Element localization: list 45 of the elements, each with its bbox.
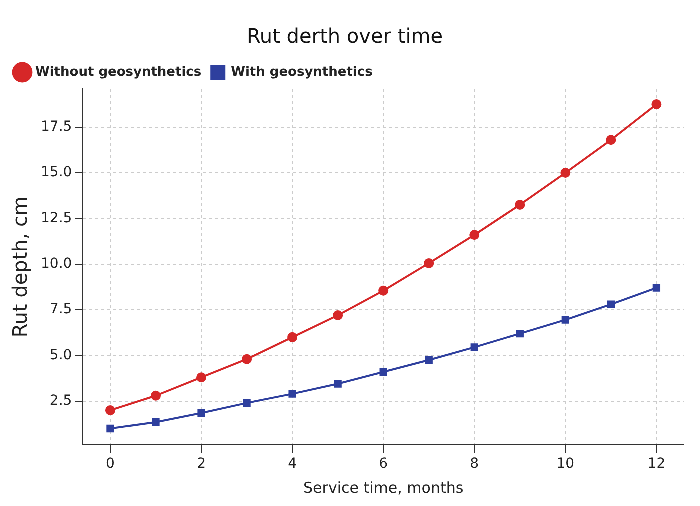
point bbox=[333, 310, 344, 321]
point bbox=[243, 399, 251, 408]
legend-label: Without geosynthetics bbox=[36, 64, 202, 80]
point bbox=[242, 354, 252, 364]
point bbox=[516, 330, 524, 338]
y-tick-label: 10.0 bbox=[41, 256, 72, 272]
point bbox=[105, 405, 116, 416]
x-tick-label: 0 bbox=[106, 456, 115, 472]
y-tick-label: 5.0 bbox=[50, 347, 72, 364]
y-tick-label: 7.5 bbox=[50, 302, 72, 318]
y-tick-label: 17.5 bbox=[41, 119, 72, 135]
point bbox=[607, 300, 615, 308]
legend-label: With geosynthetics bbox=[231, 64, 374, 80]
point bbox=[151, 390, 161, 401]
x-tick-label: 12 bbox=[648, 456, 666, 472]
point bbox=[152, 418, 160, 426]
x-tick-label: 4 bbox=[288, 456, 298, 472]
point bbox=[196, 372, 207, 383]
point bbox=[652, 284, 661, 292]
point bbox=[515, 200, 526, 210]
y-tick-label: 15.0 bbox=[41, 164, 72, 181]
y-tick-label: 12.5 bbox=[41, 210, 72, 226]
point bbox=[334, 380, 342, 388]
point bbox=[606, 135, 616, 146]
y-axis-title: Rut depth, cm bbox=[8, 196, 32, 338]
point bbox=[652, 100, 662, 110]
point bbox=[560, 168, 571, 178]
point bbox=[288, 390, 296, 398]
x-tick-label: 8 bbox=[470, 456, 480, 472]
point bbox=[470, 344, 478, 352]
point bbox=[425, 356, 433, 364]
chart-title: Rut derth over time bbox=[246, 24, 444, 48]
point bbox=[106, 424, 114, 433]
x-tick-label: 2 bbox=[197, 456, 206, 472]
point bbox=[380, 368, 388, 376]
point bbox=[198, 409, 206, 418]
x-tick-label: 6 bbox=[379, 456, 388, 472]
y-tick-label: 2.5 bbox=[50, 393, 72, 409]
point bbox=[288, 332, 298, 342]
point bbox=[424, 258, 434, 268]
point bbox=[562, 316, 570, 324]
point bbox=[470, 230, 480, 240]
x-axis-title: Service time, months bbox=[304, 478, 464, 497]
point bbox=[378, 286, 389, 296]
x-tick-label: 10 bbox=[556, 456, 575, 472]
